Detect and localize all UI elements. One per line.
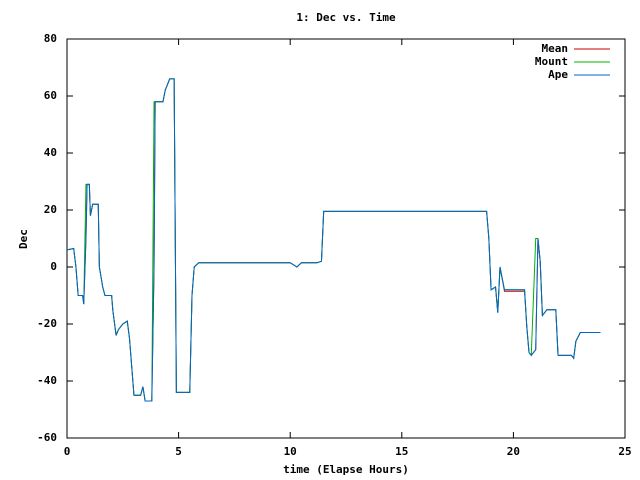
y-tick-label: -40 bbox=[37, 374, 57, 387]
y-tick-label: 0 bbox=[50, 260, 57, 273]
x-tick-label: 10 bbox=[284, 445, 297, 458]
legend-label: Mount bbox=[535, 55, 568, 68]
y-tick-label: 80 bbox=[44, 32, 57, 45]
y-tick-label: -20 bbox=[37, 317, 57, 330]
y-tick-label: 60 bbox=[44, 89, 57, 102]
plot-border bbox=[66, 38, 626, 439]
x-tick-label: 25 bbox=[618, 445, 631, 458]
y-axis-label: Dec bbox=[17, 229, 30, 249]
legend-label: Mean bbox=[542, 42, 569, 55]
y-tick-label: -60 bbox=[37, 431, 57, 444]
y-tick-label: 40 bbox=[44, 146, 57, 159]
x-axis-label: time (Elapse Hours) bbox=[283, 463, 409, 476]
series-line bbox=[66, 78, 601, 402]
x-tick-label: 15 bbox=[395, 445, 408, 458]
x-tick-label: 0 bbox=[64, 445, 71, 458]
legend-label: Ape bbox=[548, 68, 568, 81]
x-tick-label: 5 bbox=[175, 445, 182, 458]
x-tick-label: 20 bbox=[507, 445, 520, 458]
chart-title: 1: Dec vs. Time bbox=[296, 11, 396, 24]
y-tick-label: 20 bbox=[44, 203, 57, 216]
